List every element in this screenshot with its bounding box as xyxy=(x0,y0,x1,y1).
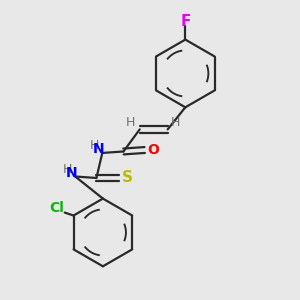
Text: H: H xyxy=(62,163,72,176)
Text: H: H xyxy=(171,116,181,129)
Text: O: O xyxy=(147,143,159,157)
Text: N: N xyxy=(93,142,105,156)
Text: N: N xyxy=(66,166,77,180)
Text: S: S xyxy=(122,170,133,185)
Text: Cl: Cl xyxy=(49,201,64,214)
Text: H: H xyxy=(89,139,99,152)
Text: F: F xyxy=(180,14,190,29)
Text: H: H xyxy=(126,116,136,129)
